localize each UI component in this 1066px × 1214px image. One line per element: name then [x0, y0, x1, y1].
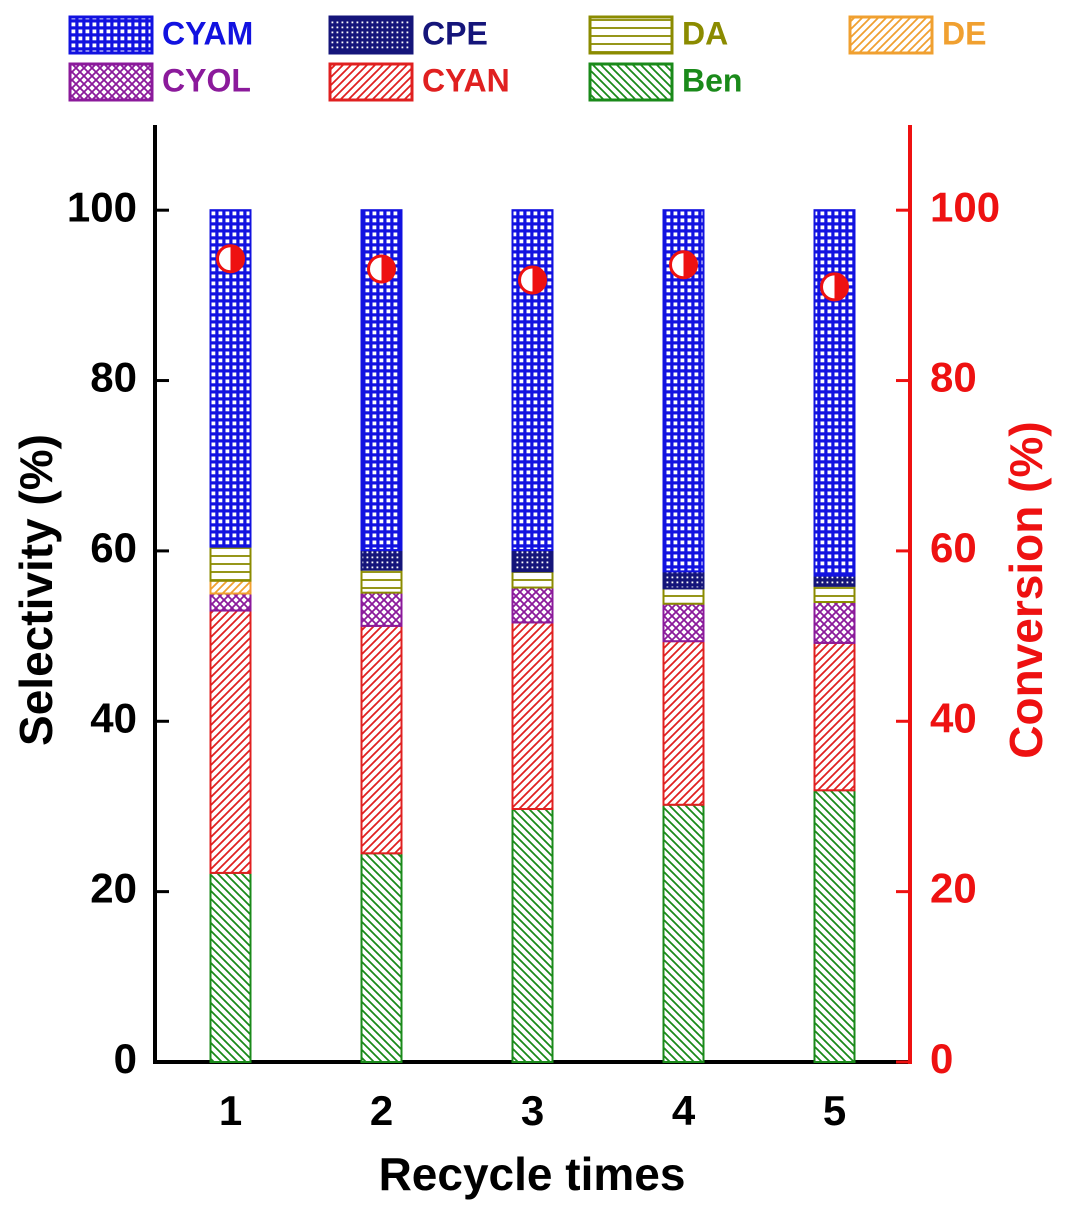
x-tick-label: 3: [521, 1087, 544, 1134]
x-axis-label: Recycle times: [379, 1148, 686, 1200]
conversion-marker: [518, 265, 547, 295]
conversion-marker: [216, 244, 245, 274]
bar-segment: [662, 587, 705, 605]
bar-segment: [662, 570, 705, 590]
legend-swatch: [68, 15, 154, 55]
bar-segment: [209, 871, 252, 1063]
x-tick-label: 1: [219, 1087, 242, 1134]
bar-segment: [813, 209, 856, 577]
legend-label: Ben: [682, 62, 742, 98]
y2-tick-label: 100: [930, 183, 1000, 230]
y-tick-label: 60: [90, 524, 137, 571]
bar-segment: [360, 591, 403, 627]
bar-segment: [813, 574, 856, 587]
legend-swatch: [588, 15, 674, 55]
bar-segment: [813, 641, 856, 792]
bar-segment: [360, 549, 403, 571]
legend-swatch: [328, 62, 414, 102]
legend-label: DA: [682, 15, 728, 51]
x-tick-label: 2: [370, 1087, 393, 1134]
y2-tick-label: 60: [930, 524, 977, 571]
legend-swatch: [328, 15, 414, 55]
bar-segment: [511, 570, 554, 589]
bar-segment: [360, 568, 403, 594]
bar-segment: [209, 579, 252, 595]
bar-segment: [511, 549, 554, 573]
bar-segment: [511, 621, 554, 811]
legend-label: CPE: [422, 15, 488, 51]
bar-segment: [511, 586, 554, 624]
legend-label: CYOL: [162, 62, 251, 98]
bar-segment: [209, 609, 252, 874]
bar-segment: [511, 808, 554, 1064]
bar-segment: [209, 545, 252, 582]
bar-segment: [209, 209, 252, 548]
legend-label: CYAN: [422, 62, 510, 98]
y-axis-label: Selectivity (%): [10, 434, 62, 746]
legend-swatch: [588, 62, 674, 102]
bar-segment: [511, 209, 554, 552]
y2-tick-label: 80: [930, 354, 977, 401]
bar-segment: [360, 624, 403, 855]
legend-swatch: [68, 62, 154, 102]
y2-axis-label: Conversion (%): [1000, 421, 1052, 758]
y-tick-label: 100: [67, 183, 137, 230]
bar-segment: [209, 592, 252, 612]
legend-label: DE: [942, 15, 986, 51]
y2-tick-label: 20: [930, 865, 977, 912]
y2-tick-label: 0: [930, 1035, 953, 1082]
bar-segment: [813, 789, 856, 1064]
bar-segment: [813, 584, 856, 604]
y2-tick-label: 40: [930, 694, 977, 741]
bar-segment: [813, 601, 856, 644]
y-tick-label: 40: [90, 694, 137, 741]
x-tick-label: 4: [672, 1087, 696, 1134]
y-tick-label: 0: [114, 1035, 137, 1082]
conversion-marker: [820, 272, 849, 302]
x-tick-label: 5: [823, 1087, 846, 1134]
bar-segment: [662, 640, 705, 806]
bar-segment: [662, 602, 705, 643]
conversion-marker: [367, 254, 396, 284]
bar-segment: [662, 803, 705, 1063]
bar-segment: [360, 852, 403, 1064]
y-tick-label: 80: [90, 354, 137, 401]
conversion-marker: [669, 250, 698, 280]
y-tick-label: 20: [90, 865, 137, 912]
legend-label: CYAM: [162, 15, 253, 51]
legend-swatch: [848, 15, 934, 55]
